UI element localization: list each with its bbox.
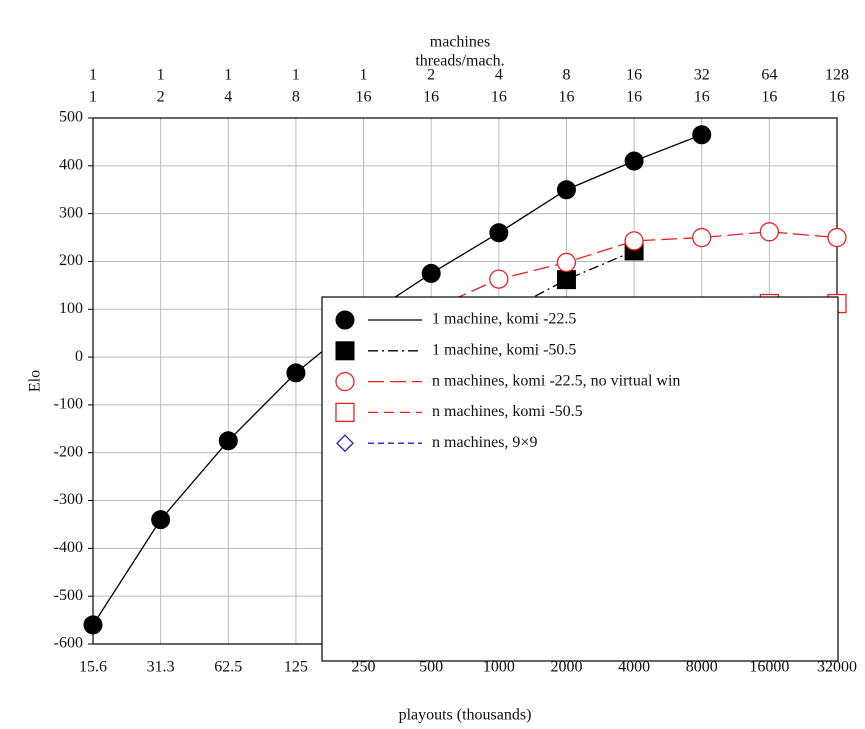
top-tick-label: 16: [491, 89, 507, 106]
y-tick-label: -200: [54, 443, 83, 460]
series-line: [92, 134, 702, 626]
x-tick-label: 1000: [483, 659, 515, 676]
y-tick-label: 500: [59, 109, 83, 126]
marker: [624, 231, 644, 251]
top-tick-label: 16: [694, 89, 710, 106]
marker: [335, 310, 355, 330]
x-tick-label: 4000: [618, 659, 650, 676]
top-tick-label: 4: [495, 67, 503, 84]
x-tick-label: 31.3: [147, 659, 175, 676]
y-tick-label: -500: [54, 587, 83, 604]
top-tick-label: 16: [558, 89, 574, 106]
legend-label: n machines, komi -50.5: [432, 403, 583, 420]
x-tick-label: 250: [352, 659, 376, 676]
top-tick-label: 128: [825, 67, 849, 84]
x-axis-title: playouts (thousands): [399, 707, 532, 724]
marker: [421, 263, 441, 283]
marker: [759, 222, 780, 242]
top-tick-label: 1: [157, 67, 165, 84]
top-axis-title: machines: [430, 34, 490, 51]
top-tick-label: 64: [761, 67, 777, 84]
marker: [335, 371, 355, 392]
top-tick-label: 1: [292, 67, 300, 84]
x-tick-label: 500: [419, 659, 443, 676]
x-tick-label: 125: [284, 659, 308, 676]
y-tick-label: 100: [59, 300, 83, 317]
x-tick-label: 2000: [550, 659, 582, 676]
marker: [83, 615, 103, 635]
marker: [556, 270, 576, 290]
y-tick-label: -400: [54, 539, 83, 556]
legend-box: [321, 296, 839, 662]
top-tick-label: 1: [360, 67, 368, 84]
y-tick-label: -600: [54, 635, 83, 652]
marker: [624, 151, 644, 171]
legend: 1 machine, komi -22.5 1 machine, komi -50…: [321, 296, 839, 662]
top-tick-label: 16: [626, 67, 642, 84]
legend-label: 1 machine, komi -50.5: [432, 341, 576, 358]
marker: [692, 227, 712, 248]
x-tick-label: 62.5: [214, 659, 242, 676]
x-tick-label: 16000: [749, 659, 789, 676]
top-axis-title: threads/mach.: [415, 53, 504, 70]
top-tick-label: 32: [694, 67, 710, 84]
marker: [218, 431, 238, 451]
y-tick-label: -100: [54, 396, 83, 413]
top-tick-label: 16: [423, 89, 439, 106]
marker: [335, 341, 355, 361]
x-tick-label: 15.6: [79, 659, 107, 676]
top-tick-label: 16: [761, 89, 777, 106]
y-tick-label: -300: [54, 491, 83, 508]
marker: [556, 180, 576, 200]
legend-label: n machines, komi -22.5, no virtual win: [432, 372, 680, 389]
top-tick-label: 16: [626, 89, 642, 106]
y-tick-label: 300: [59, 204, 83, 221]
marker: [336, 434, 354, 453]
y-tick-label: 400: [59, 156, 83, 173]
marker: [335, 402, 355, 423]
y-tick-label: 200: [59, 252, 83, 269]
marker: [489, 269, 509, 289]
top-tick-label: 2: [427, 67, 435, 84]
marker: [556, 252, 577, 273]
marker: [489, 223, 509, 243]
top-tick-label: 1: [89, 89, 97, 106]
x-tick-label: 32000: [817, 659, 857, 676]
top-tick-label: 16: [356, 89, 372, 106]
top-tick-label: 8: [562, 67, 570, 84]
marker: [286, 363, 306, 383]
legend-label: 1 machine, komi -22.5: [432, 311, 576, 328]
top-tick-label: 1: [89, 67, 97, 84]
top-tick-label: 1: [224, 67, 232, 84]
marker: [827, 227, 847, 248]
marker: [692, 125, 712, 145]
top-tick-label: 8: [292, 89, 300, 106]
top-tick-label: 16: [829, 89, 845, 106]
y-tick-label: 0: [75, 348, 83, 365]
y-axis-title: Elo: [27, 370, 44, 392]
top-tick-label: 4: [224, 89, 232, 106]
x-tick-label: 8000: [686, 659, 718, 676]
top-tick-label: 2: [157, 89, 165, 106]
marker: [151, 510, 171, 530]
legend-label: n machines, 9×9: [432, 434, 537, 451]
